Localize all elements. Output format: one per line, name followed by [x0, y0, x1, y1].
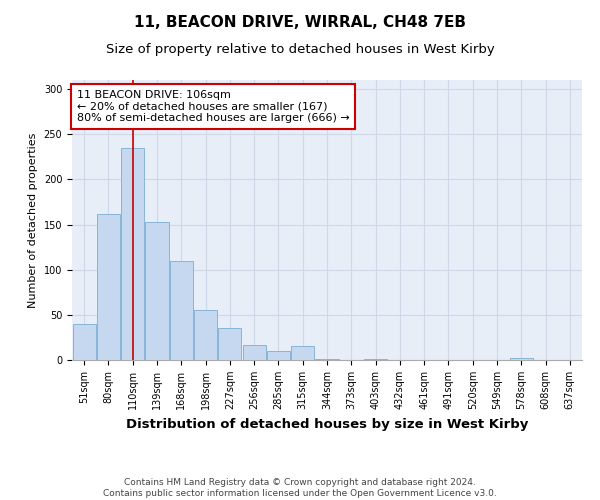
- Bar: [510, 358, 533, 360]
- Bar: [145, 222, 169, 360]
- Text: Size of property relative to detached houses in West Kirby: Size of property relative to detached ho…: [106, 42, 494, 56]
- Y-axis label: Number of detached properties: Number of detached properties: [28, 132, 38, 308]
- Bar: [73, 324, 95, 360]
- Text: 11, BEACON DRIVE, WIRRAL, CH48 7EB: 11, BEACON DRIVE, WIRRAL, CH48 7EB: [134, 15, 466, 30]
- Bar: [316, 359, 338, 360]
- Text: 11 BEACON DRIVE: 106sqm
← 20% of detached houses are smaller (167)
80% of semi-d: 11 BEACON DRIVE: 106sqm ← 20% of detache…: [77, 90, 350, 123]
- Bar: [170, 260, 193, 360]
- Bar: [291, 346, 314, 360]
- Bar: [121, 148, 144, 360]
- Bar: [364, 359, 387, 360]
- Bar: [97, 214, 120, 360]
- Bar: [267, 351, 290, 360]
- Text: Contains HM Land Registry data © Crown copyright and database right 2024.
Contai: Contains HM Land Registry data © Crown c…: [103, 478, 497, 498]
- Bar: [242, 344, 266, 360]
- X-axis label: Distribution of detached houses by size in West Kirby: Distribution of detached houses by size …: [126, 418, 528, 430]
- Bar: [218, 328, 241, 360]
- Bar: [194, 310, 217, 360]
